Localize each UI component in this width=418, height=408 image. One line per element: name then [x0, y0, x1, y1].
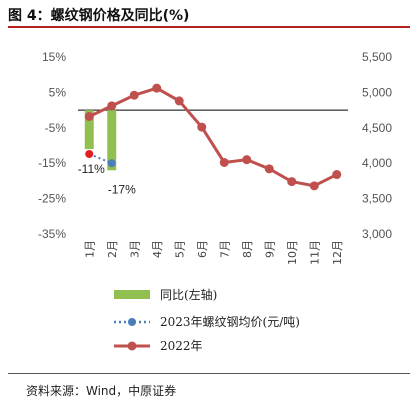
figure-header: 图 4：螺纹钢价格及同比(%) — [8, 2, 410, 28]
legend-label: 2023年螺纹钢均价(元/吨) — [160, 315, 300, 329]
axes: 15% 5% -5% -15% -25% -35% 5,500 5,000 4,500 4,000… — [38, 50, 392, 265]
month-tick-label: 9月 — [263, 240, 276, 258]
month-tick-label: 3月 — [128, 240, 141, 258]
legend-label: 2022年 — [160, 339, 203, 353]
left-tick-label: 15% — [42, 50, 66, 64]
rebar-price-chart: -11%-17% 15% 5% -5% -15% -25% -35% 5,500 5,000 4… — [38, 50, 392, 353]
left-tick-label: -5% — [45, 121, 67, 135]
legend: 同比(左轴) 2023年螺纹钢均价(元/吨) 2022年 — [114, 287, 300, 353]
yoy-bar — [107, 110, 117, 171]
left-tick-label: -25% — [38, 192, 66, 206]
legend-marker-2022 — [127, 341, 137, 351]
point-2022 — [309, 181, 319, 191]
month-tick-label: 11月 — [308, 240, 321, 265]
right-tick-label: 5,500 — [362, 50, 392, 64]
bar-series-yoy — [84, 110, 117, 171]
title-rule — [8, 26, 410, 28]
month-tick-label: 6月 — [196, 240, 209, 258]
line-2022 — [88, 86, 338, 188]
point-2022 — [107, 101, 117, 111]
point-2022 — [84, 111, 94, 121]
yoy-data-label: -11% — [78, 162, 105, 176]
point-2022 — [287, 177, 297, 187]
point-2022 — [129, 90, 139, 100]
point-2022 — [197, 122, 207, 132]
yoy-data-label: -17% — [108, 182, 136, 196]
point-2022 — [219, 157, 229, 167]
left-tick-label: -15% — [38, 156, 66, 170]
source-note: 资料来源：Wind，中原证券 — [26, 384, 177, 398]
figure-title: 图 4：螺纹钢价格及同比(%) — [8, 8, 190, 24]
point-2022 — [174, 96, 184, 106]
right-tick-label: 4,500 — [362, 121, 392, 135]
point-2023 — [107, 159, 116, 168]
month-tick-label: 4月 — [151, 240, 164, 258]
right-tick-label: 3,500 — [362, 192, 392, 206]
month-tick-label: 8月 — [241, 240, 254, 258]
point-2022 — [242, 155, 252, 165]
month-tick-label: 7月 — [218, 240, 231, 258]
point-2022 — [264, 164, 274, 174]
point-2022 — [152, 83, 162, 93]
right-tick-label: 4,000 — [362, 156, 392, 170]
month-tick-label: 2月 — [106, 240, 119, 258]
yoy-bar — [84, 110, 94, 150]
month-tick-label: 1月 — [83, 240, 96, 258]
legend-marker-2023 — [128, 318, 136, 326]
point-2022 — [332, 170, 342, 180]
left-tick-label: -35% — [38, 227, 66, 241]
legend-label: 同比(左轴) — [160, 287, 217, 302]
source-rule — [8, 373, 410, 374]
month-tick-label: 5月 — [173, 240, 186, 258]
month-tick-label: 12月 — [331, 240, 344, 265]
data-labels: -11%-17% — [78, 162, 136, 196]
point-2023 — [85, 149, 94, 158]
line-series — [84, 83, 342, 191]
right-tick-label: 3,000 — [362, 227, 392, 241]
legend-swatch-yoy — [114, 290, 150, 299]
left-tick-label: 5% — [49, 85, 67, 99]
right-tick-label: 5,000 — [362, 85, 392, 99]
month-tick-label: 10月 — [286, 240, 299, 265]
line-2023 — [88, 153, 113, 165]
